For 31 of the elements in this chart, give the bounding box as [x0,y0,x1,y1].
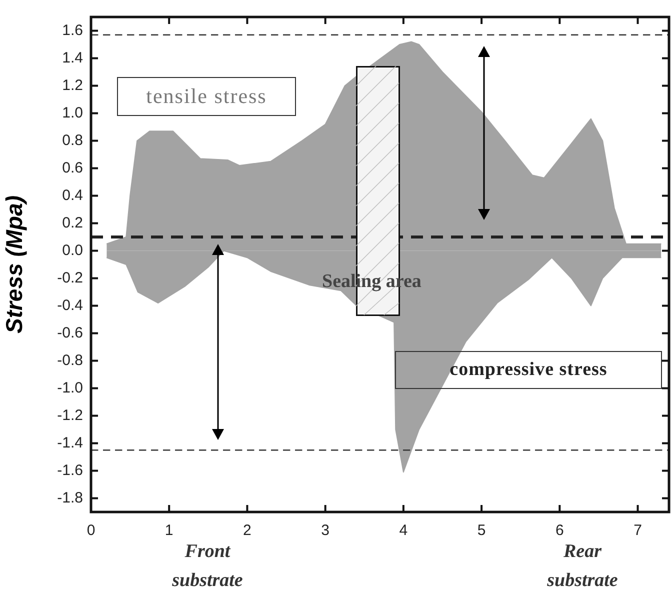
y-tick-label: 0.6 [62,159,83,176]
y-tick-label: -1.0 [57,379,83,396]
x-tick-label: 7 [634,522,642,540]
y-tick-label: -1.2 [57,406,83,424]
y-tick-label: -0.6 [57,324,83,342]
y-tick-label: 1.4 [62,49,83,66]
x-tick-label: 6 [555,522,564,540]
y-tick-label: -0.4 [57,296,83,314]
text: Rear substrate [547,541,618,589]
y-tick-label: 1.0 [62,104,83,122]
x-tick-label: 5 [477,522,486,540]
y-tick-label: -1.8 [57,489,83,506]
y-tick-label: 0.2 [62,214,83,232]
y-tick-label: 0.4 [62,186,83,204]
x-tick-label: 3 [321,522,330,540]
y-tick-label: -1.6 [57,462,83,479]
annotation: compressive stress [450,359,608,381]
x-tick-label: 4 [399,522,408,540]
x-tick-label: 1 [164,522,174,540]
text: Front substrate [172,541,243,589]
y-tick-label: -1.4 [57,434,83,452]
x-tick-label: 0 [86,522,96,540]
y-tick-label: 1.6 [62,22,83,39]
y-axis-title: Stress (Mpa) [1,195,28,334]
y-tick-label: 0.8 [62,132,83,149]
y-tick-label: -0.8 [57,352,83,369]
y-tick-label: 0.0 [62,242,83,259]
annotation: tensile stress [146,84,267,109]
x-tick-label: 2 [243,522,252,540]
y-tick-label: 1.2 [62,76,83,94]
y-tick-label: -0.2 [57,269,83,286]
